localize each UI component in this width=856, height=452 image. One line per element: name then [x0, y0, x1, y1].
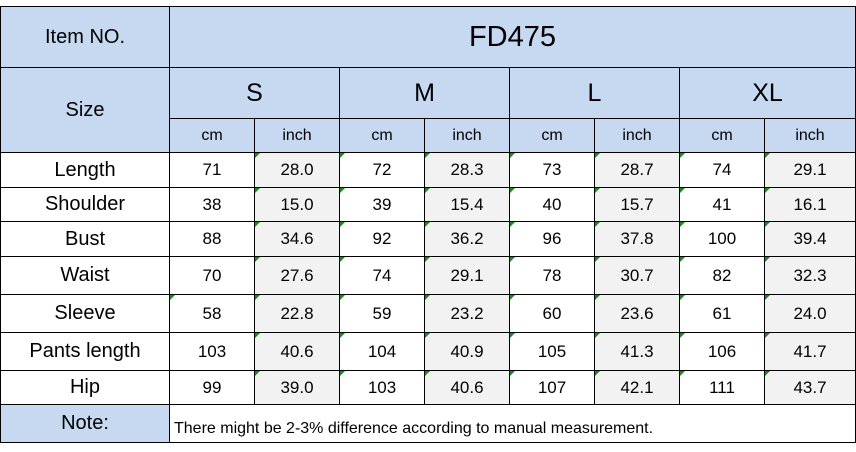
table-cell: 106: [680, 333, 765, 371]
table-cell: 36.2: [425, 222, 510, 257]
row-label-shoulder: Shoulder: [0, 188, 170, 222]
size-header-s: S: [170, 68, 340, 119]
row-label-waist: Waist: [0, 257, 170, 295]
table-cell: 23.2: [425, 295, 510, 333]
table-cell: 40.9: [425, 333, 510, 371]
table-cell: 15.7: [595, 188, 680, 222]
table-cell: 39.0: [255, 371, 340, 405]
table-cell: 41.3: [595, 333, 680, 371]
table-cell: 74: [680, 153, 765, 188]
size-label: Size: [0, 68, 170, 153]
table-cell: 59: [340, 295, 425, 333]
table-cell: 39.4: [765, 222, 856, 257]
table-cell: 104: [340, 333, 425, 371]
table-cell: 61: [680, 295, 765, 333]
size-header-xl: XL: [680, 68, 856, 119]
table-cell: 23.6: [595, 295, 680, 333]
row-label-bust: Bust: [0, 222, 170, 257]
table-cell: 40: [510, 188, 595, 222]
table-cell: 43.7: [765, 371, 856, 405]
item-no-value: FD475: [170, 6, 856, 68]
item-no-label: Item NO.: [0, 6, 170, 68]
table-cell: 92: [340, 222, 425, 257]
table-cell: 73: [510, 153, 595, 188]
row-label-sleeve: Sleeve: [0, 295, 170, 333]
row-label-pants-length: Pants length: [0, 333, 170, 371]
note-text: There might be 2-3% difference according…: [170, 405, 856, 443]
unit-header-inch: inch: [765, 119, 856, 153]
table-cell: 29.1: [425, 257, 510, 295]
table-cell: 103: [340, 371, 425, 405]
table-cell: 37.8: [595, 222, 680, 257]
table-cell: 111: [680, 371, 765, 405]
row-label-hip: Hip: [0, 371, 170, 405]
table-cell: 82: [680, 257, 765, 295]
size-header-l: L: [510, 68, 680, 119]
unit-header-cm: cm: [680, 119, 765, 153]
unit-header-inch: inch: [425, 119, 510, 153]
row-label-length: Length: [0, 153, 170, 188]
unit-header-cm: cm: [510, 119, 595, 153]
table-cell: 16.1: [765, 188, 856, 222]
table-cell: 40.6: [255, 333, 340, 371]
table-cell: 32.3: [765, 257, 856, 295]
size-header-m: M: [340, 68, 510, 119]
table-cell: 60: [510, 295, 595, 333]
table-cell: 105: [510, 333, 595, 371]
unit-header-cm: cm: [340, 119, 425, 153]
table-cell: 71: [170, 153, 255, 188]
table-cell: 107: [510, 371, 595, 405]
table-cell: 24.0: [765, 295, 856, 333]
table-cell: 78: [510, 257, 595, 295]
table-cell: 15.0: [255, 188, 340, 222]
table-cell: 39: [340, 188, 425, 222]
table-cell: 29.1: [765, 153, 856, 188]
table-cell: 15.4: [425, 188, 510, 222]
table-cell: 72: [340, 153, 425, 188]
table-cell: 70: [170, 257, 255, 295]
table-cell: 41: [680, 188, 765, 222]
table-cell: 40.6: [425, 371, 510, 405]
table-cell: 22.8: [255, 295, 340, 333]
table-cell: 34.6: [255, 222, 340, 257]
table-cell: 74: [340, 257, 425, 295]
unit-header-cm: cm: [170, 119, 255, 153]
table-cell: 27.6: [255, 257, 340, 295]
table-cell: 28.0: [255, 153, 340, 188]
table-cell: 103: [170, 333, 255, 371]
table-cell: 99: [170, 371, 255, 405]
table-cell: 96: [510, 222, 595, 257]
table-cell: 58: [170, 295, 255, 333]
table-cell: 30.7: [595, 257, 680, 295]
table-cell: 100: [680, 222, 765, 257]
table-cell: 28.7: [595, 153, 680, 188]
table-cell: 42.1: [595, 371, 680, 405]
table-cell: 88: [170, 222, 255, 257]
table-cell: 41.7: [765, 333, 856, 371]
note-label: Note:: [0, 405, 170, 443]
table-cell: 38: [170, 188, 255, 222]
table-cell: 28.3: [425, 153, 510, 188]
unit-header-inch: inch: [255, 119, 340, 153]
unit-header-inch: inch: [595, 119, 680, 153]
